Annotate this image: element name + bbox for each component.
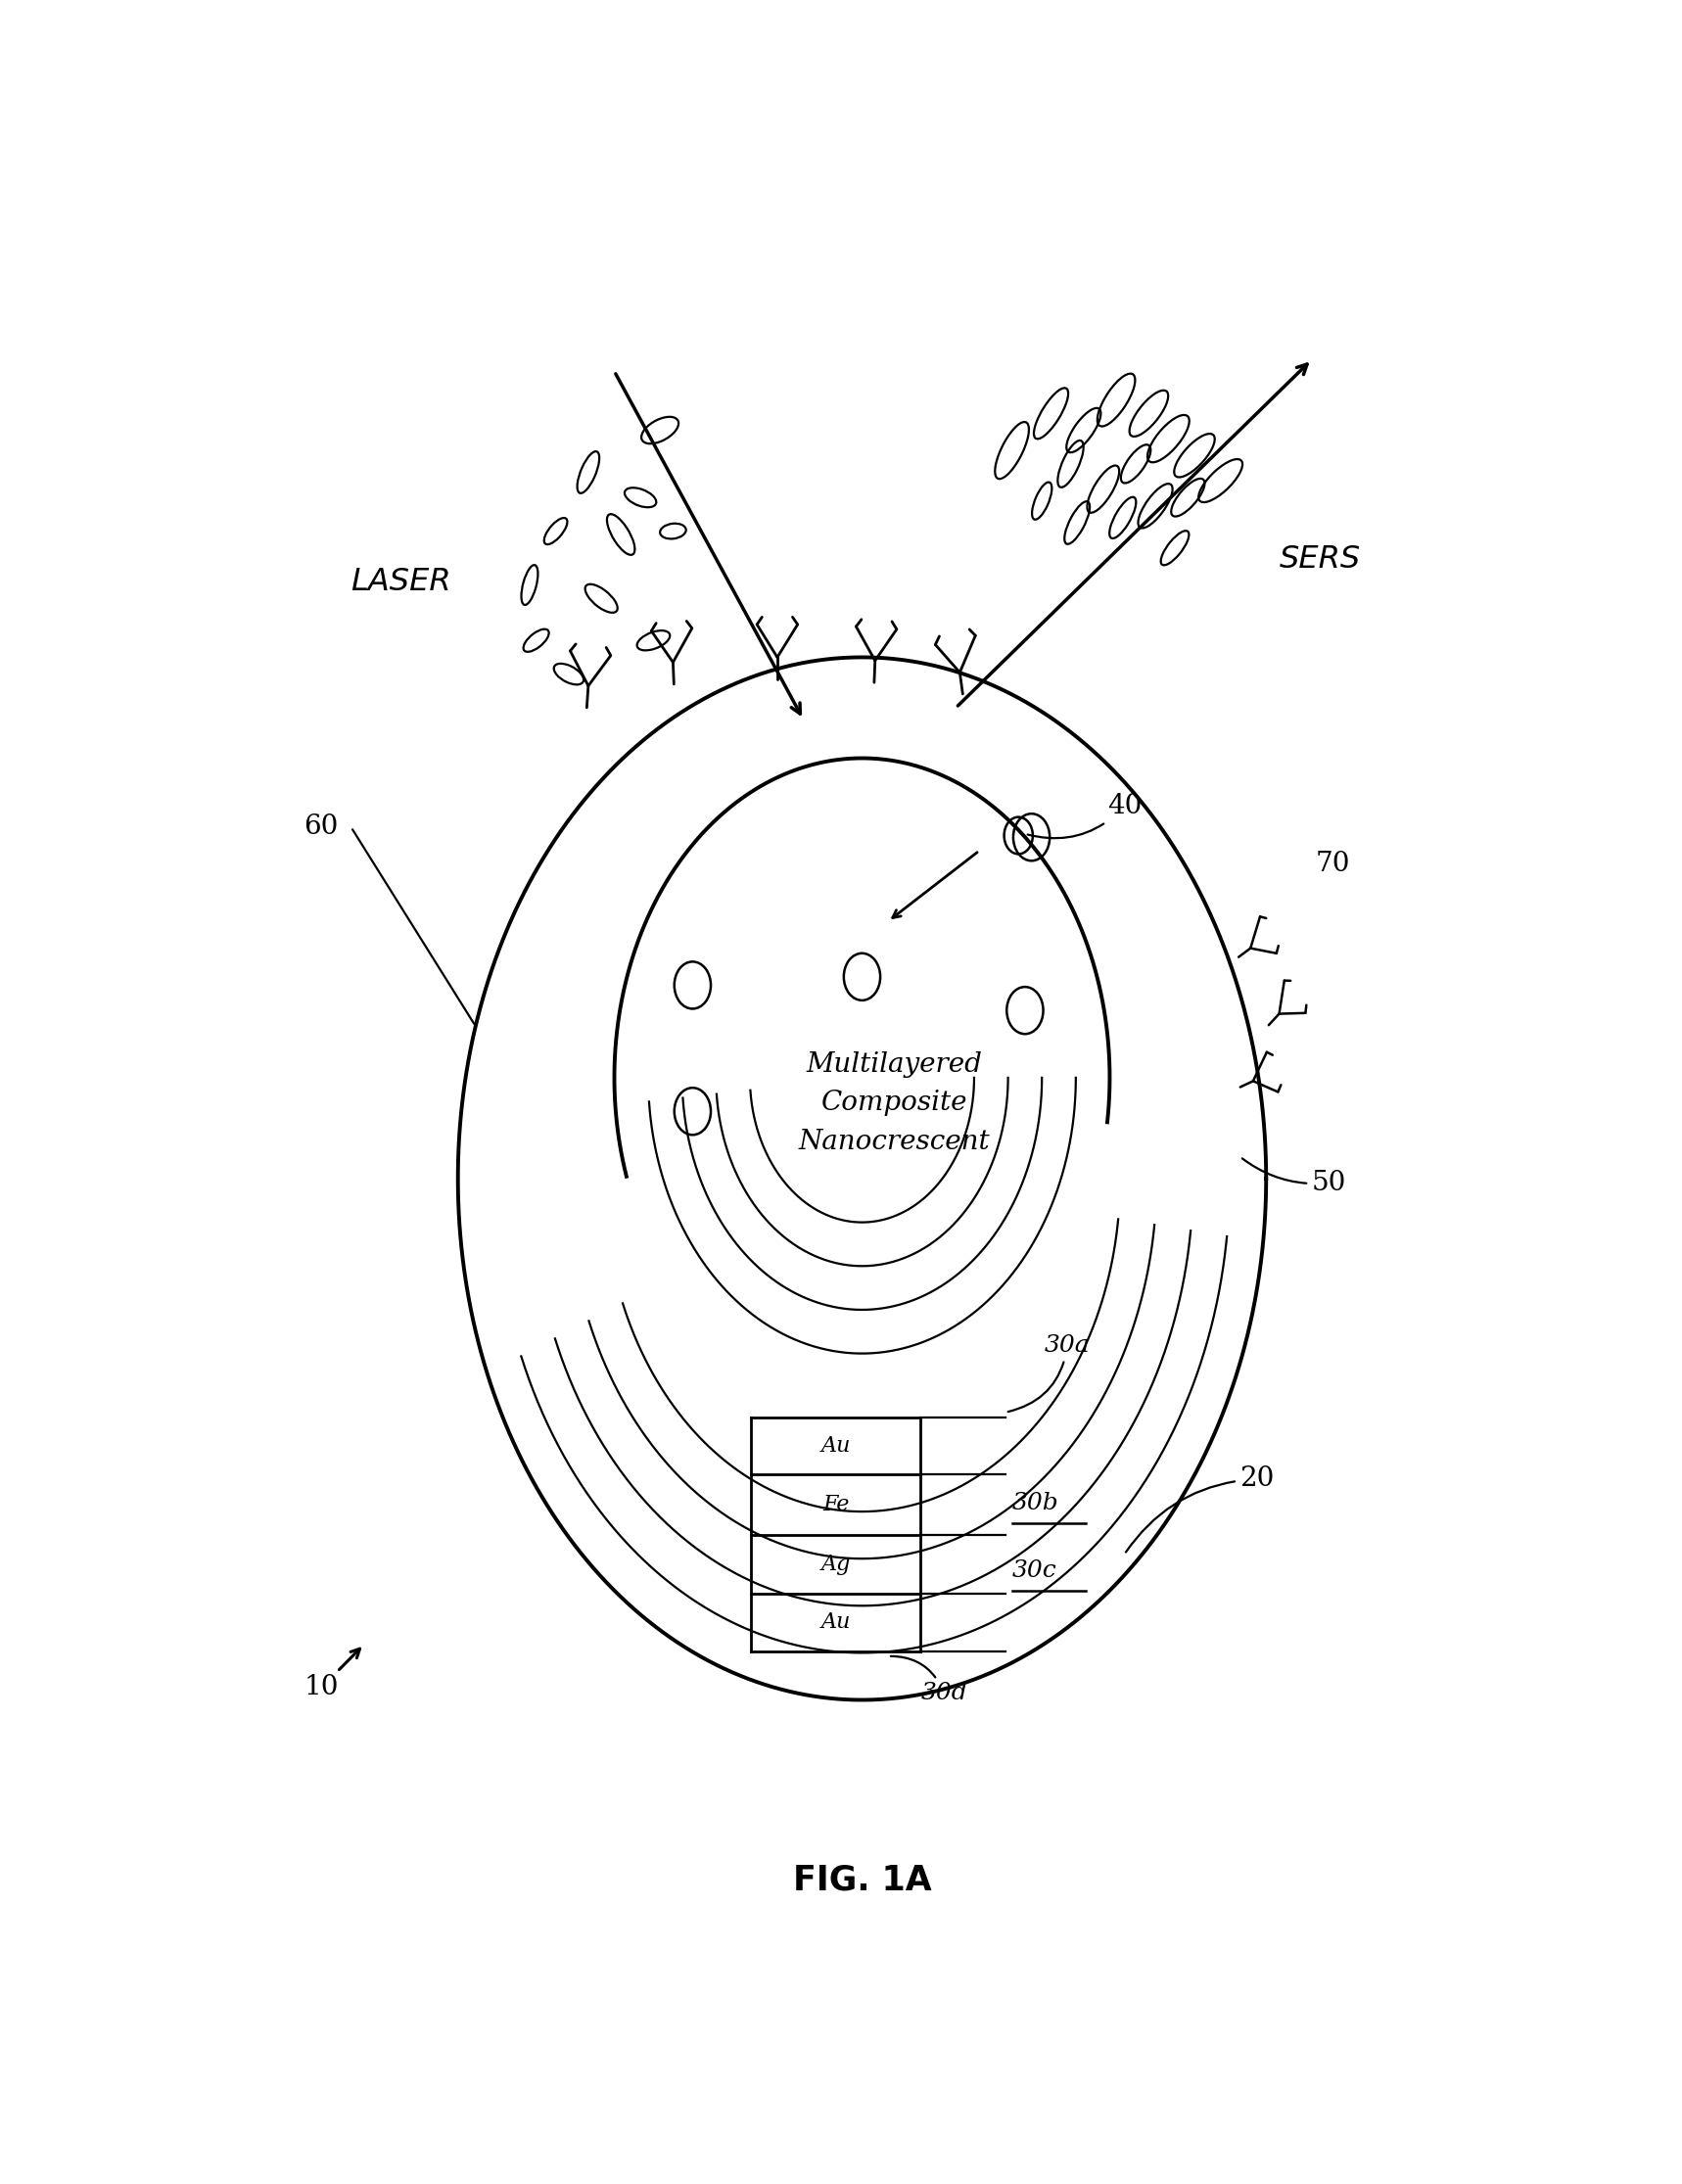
Text: 50: 50 — [1243, 1158, 1346, 1197]
Text: 10: 10 — [304, 1649, 360, 1701]
Text: SERS: SERS — [1278, 544, 1361, 574]
Text: 30b: 30b — [1013, 1492, 1058, 1516]
Text: 20: 20 — [1125, 1465, 1275, 1553]
Text: Au: Au — [821, 1435, 851, 1457]
Text: 70: 70 — [1315, 850, 1351, 876]
Text: FIG. 1A: FIG. 1A — [792, 1863, 932, 1896]
Text: 30a: 30a — [1008, 1334, 1090, 1411]
Text: Multilayered
Composite
Nanocrescent: Multilayered Composite Nanocrescent — [799, 1051, 991, 1155]
Text: 30d: 30d — [891, 1655, 967, 1706]
Text: Ag: Ag — [821, 1553, 851, 1575]
Text: 30c: 30c — [1013, 1559, 1056, 1581]
Text: 40: 40 — [1028, 793, 1142, 839]
Text: LASER: LASER — [352, 566, 451, 596]
Text: Au: Au — [821, 1612, 851, 1634]
Text: 60: 60 — [304, 812, 338, 839]
Text: Fe: Fe — [822, 1494, 849, 1516]
